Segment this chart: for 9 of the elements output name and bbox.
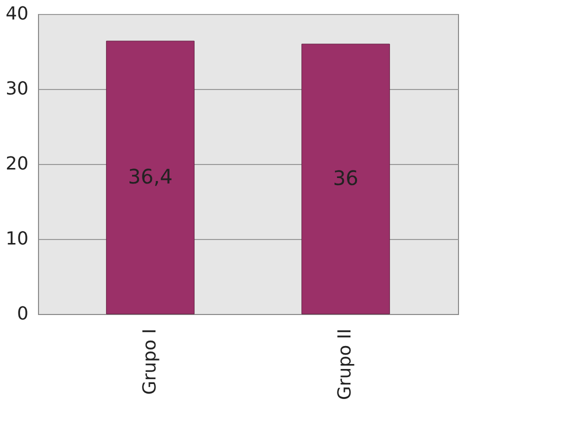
x-tick-label: Grupo II xyxy=(334,328,356,400)
y-tick-label: 10 xyxy=(6,228,28,250)
data-label: 36 xyxy=(332,166,358,190)
y-tick-label: 30 xyxy=(6,78,28,100)
y-tick-label: 20 xyxy=(6,154,28,174)
y-tick-label: 40 xyxy=(6,4,28,24)
y-tick-label: 0 xyxy=(17,304,28,324)
data-label: 36,4 xyxy=(128,164,173,188)
x-tick-label: Grupo I xyxy=(139,328,160,395)
